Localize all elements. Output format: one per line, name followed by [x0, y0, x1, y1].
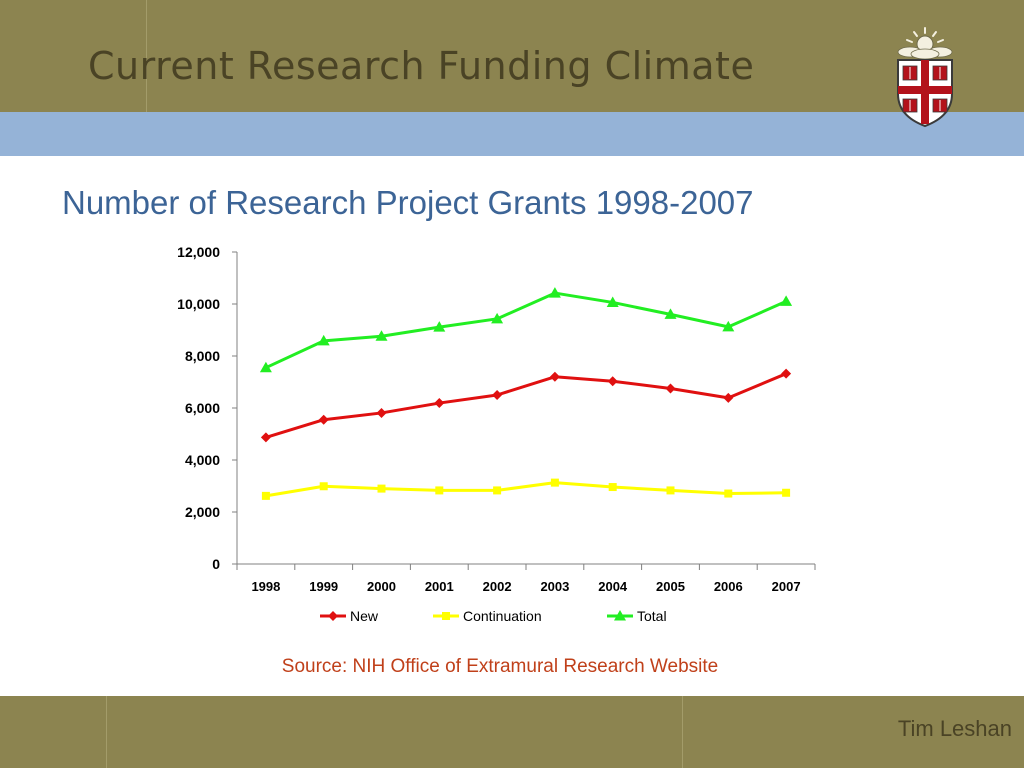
data-point — [722, 320, 735, 332]
x-tick-label: 2007 — [772, 579, 801, 594]
data-point — [780, 295, 793, 306]
data-point — [666, 486, 675, 495]
x-tick-label: 2001 — [425, 579, 454, 594]
data-point — [548, 287, 561, 298]
data-point — [549, 371, 560, 382]
y-tick-label: 8,000 — [185, 348, 220, 364]
y-tick-label: 6,000 — [185, 400, 220, 416]
y-tick-label: 12,000 — [177, 244, 220, 260]
data-point — [435, 486, 444, 495]
series-line — [265, 481, 787, 498]
data-point — [724, 489, 733, 498]
x-tick-label: 1999 — [309, 579, 338, 594]
chart-title: Number of Research Project Grants 1998-2… — [62, 184, 754, 221]
data-point — [261, 491, 270, 500]
legend-label: Total — [637, 608, 667, 624]
data-point — [328, 611, 338, 621]
slide-title: Current Research Funding Climate — [88, 44, 755, 88]
x-tick-label: 2006 — [714, 579, 743, 594]
data-point — [493, 486, 502, 495]
series-line — [265, 291, 787, 370]
footer-divider — [682, 696, 683, 768]
data-point — [317, 334, 330, 346]
data-point — [434, 398, 445, 409]
footer-band — [0, 696, 1024, 768]
data-point — [376, 407, 387, 418]
x-tick-label: 1998 — [251, 579, 280, 594]
legend-label: Continuation — [463, 608, 542, 624]
data-point — [607, 376, 618, 387]
data-point — [260, 432, 271, 443]
university-crest-icon — [897, 27, 953, 128]
data-point — [723, 392, 734, 403]
header-band — [0, 0, 1024, 112]
x-tick-label: 2005 — [656, 579, 685, 594]
y-tick-label: 2,000 — [185, 504, 220, 520]
x-tick-label: 2004 — [598, 579, 628, 594]
y-tick-label: 0 — [212, 556, 220, 572]
data-point — [606, 296, 619, 307]
data-point — [614, 610, 626, 621]
y-tick-label: 4,000 — [185, 452, 220, 468]
data-point — [377, 484, 386, 493]
footer-divider — [106, 696, 107, 768]
data-point — [491, 312, 504, 324]
legend-label: New — [350, 608, 379, 624]
data-point — [492, 390, 503, 400]
data-point — [665, 383, 676, 394]
y-tick-label: 10,000 — [177, 296, 220, 312]
data-point — [608, 483, 617, 492]
data-point — [433, 321, 446, 332]
x-tick-label: 2003 — [540, 579, 569, 594]
series-line — [265, 372, 787, 439]
source-note: Source: NIH Office of Extramural Researc… — [281, 656, 719, 677]
line-chart: 0 2,000 4,000 6,000 8,000 10,000 12,000 1998 199… — [177, 244, 816, 624]
data-point — [318, 414, 329, 425]
data-point — [550, 478, 559, 487]
accent-band — [0, 112, 1024, 156]
data-point — [442, 612, 450, 620]
data-point — [664, 308, 677, 319]
data-point — [319, 482, 328, 491]
x-tick-label: 2000 — [367, 579, 396, 594]
data-point — [375, 330, 388, 341]
data-point — [781, 368, 792, 379]
data-point — [782, 488, 791, 497]
x-tick-label: 2002 — [483, 579, 512, 594]
data-point — [259, 361, 272, 373]
author-name: Tim Leshan — [897, 716, 1012, 741]
header-divider — [146, 0, 147, 112]
